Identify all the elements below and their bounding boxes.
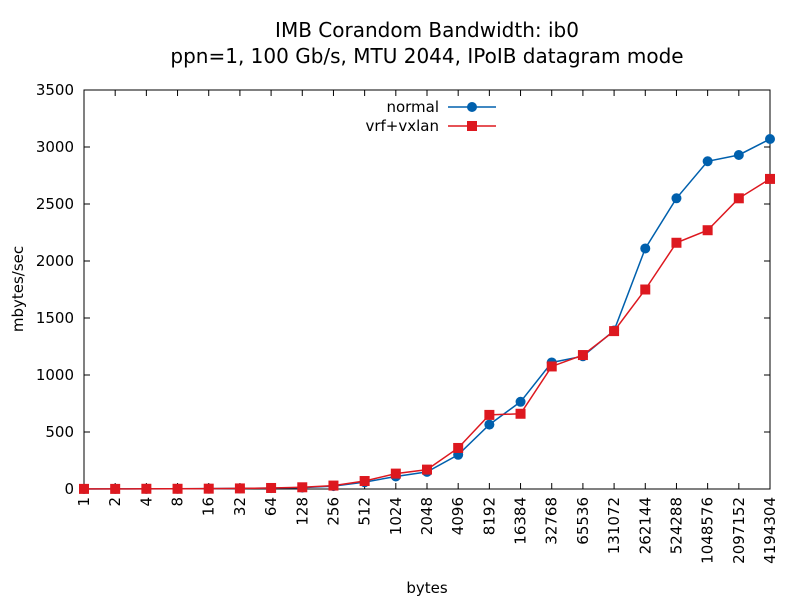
- plot-frame: [83, 89, 771, 490]
- series-1-point-2: [141, 483, 152, 494]
- x-tick-label-8: 256: [324, 497, 342, 526]
- series-0-point-20: [702, 156, 713, 167]
- series-0-point-22: [765, 134, 775, 145]
- x-tick-label-14: 16384: [512, 497, 530, 545]
- series-1-point-5: [234, 483, 245, 494]
- series-1-point-11: [422, 464, 432, 475]
- x-tick-label-10: 1024: [387, 497, 405, 535]
- series-0-point-18: [640, 243, 651, 254]
- y-axis-label: mbytes/sec: [9, 246, 27, 332]
- series-1-point-17: [609, 326, 620, 337]
- series-1-point-8: [328, 480, 339, 491]
- x-tick-label-18: 262144: [636, 497, 654, 554]
- x-tick-label-21: 2097152: [730, 497, 748, 564]
- series-1-point-16: [577, 350, 588, 361]
- x-axis-label: bytes: [406, 579, 448, 597]
- x-tick-label-1: 2: [106, 497, 124, 507]
- x-tick-label-3: 8: [169, 497, 187, 507]
- series-line-1: [84, 178, 771, 490]
- x-tick-label-7: 128: [293, 497, 311, 526]
- x-tick-label-12: 4096: [449, 497, 467, 535]
- series-1-point-14: [515, 408, 526, 419]
- y-tick-label-1: 500: [45, 423, 74, 441]
- series-1-point-22: [765, 173, 775, 184]
- x-tick-label-11: 2048: [418, 497, 436, 535]
- x-tick-label-20: 1048576: [699, 497, 717, 564]
- series-1-point-15: [546, 361, 557, 372]
- x-tick-label-5: 32: [231, 497, 249, 516]
- y-ticks: 0 500 1000 1500 2000 2500 3000 3500: [36, 81, 770, 498]
- x-ticks: 1 2 4 8 16 32 64 128 256 512 1024 2048 4096 8192 16384…: [75, 90, 779, 564]
- x-tick-label-19: 524288: [667, 497, 685, 554]
- x-tick-label-17: 131072: [605, 497, 623, 554]
- series-1-point-20: [702, 225, 713, 236]
- series-1-point-0: [79, 483, 89, 494]
- series-1-point-13: [484, 409, 495, 420]
- series-1-point-21: [733, 193, 744, 204]
- chart-subtitle: ppn=1, 100 Gb/s, MTU 2044, IPoIB datagra…: [170, 44, 683, 68]
- x-tick-label-4: 16: [200, 497, 218, 516]
- series-1-point-9: [359, 476, 370, 487]
- series-1-point-12: [453, 442, 464, 453]
- y-tick-label-5: 2500: [36, 195, 74, 213]
- legend-label-1: vrf+vxlan: [365, 117, 439, 135]
- legend-marker-1: [467, 121, 477, 131]
- x-tick-label-6: 64: [262, 497, 280, 516]
- y-tick-label-2: 1000: [36, 366, 74, 384]
- series-1-point-19: [671, 237, 682, 248]
- y-tick-label-6: 3000: [36, 138, 74, 156]
- chart-title: IMB Corandom Bandwidth: ib0: [275, 18, 579, 42]
- x-tick-label-2: 4: [137, 497, 155, 507]
- y-tick-label-0: 0: [64, 480, 74, 498]
- x-tick-label-15: 32768: [543, 497, 561, 545]
- series-1-point-4: [203, 483, 214, 494]
- series-0-point-19: [671, 193, 682, 204]
- legend-marker-0: [467, 102, 477, 112]
- series-1-point-10: [390, 468, 401, 479]
- x-tick-label-13: 8192: [480, 497, 498, 535]
- series-group: [79, 134, 775, 494]
- x-tick-label-22: 4194304: [761, 497, 779, 564]
- series-1-point-6: [266, 482, 277, 493]
- x-tick-label-0: 1: [75, 497, 93, 507]
- series-1-point-1: [110, 483, 121, 494]
- series-0-point-21: [733, 149, 744, 160]
- y-tick-label-4: 2000: [36, 252, 74, 270]
- series-1-point-18: [640, 284, 651, 295]
- x-tick-label-9: 512: [356, 497, 374, 526]
- series-1-point-7: [297, 482, 308, 493]
- series-0-point-13: [484, 419, 495, 430]
- legend-label-0: normal: [386, 98, 439, 116]
- y-tick-label-3: 1500: [36, 309, 74, 327]
- y-tick-label-7: 3500: [36, 81, 74, 99]
- series-line-0: [83, 138, 771, 490]
- x-tick-label-16: 65536: [574, 497, 592, 545]
- series-1-point-3: [172, 483, 183, 494]
- series-0-point-14: [515, 396, 526, 407]
